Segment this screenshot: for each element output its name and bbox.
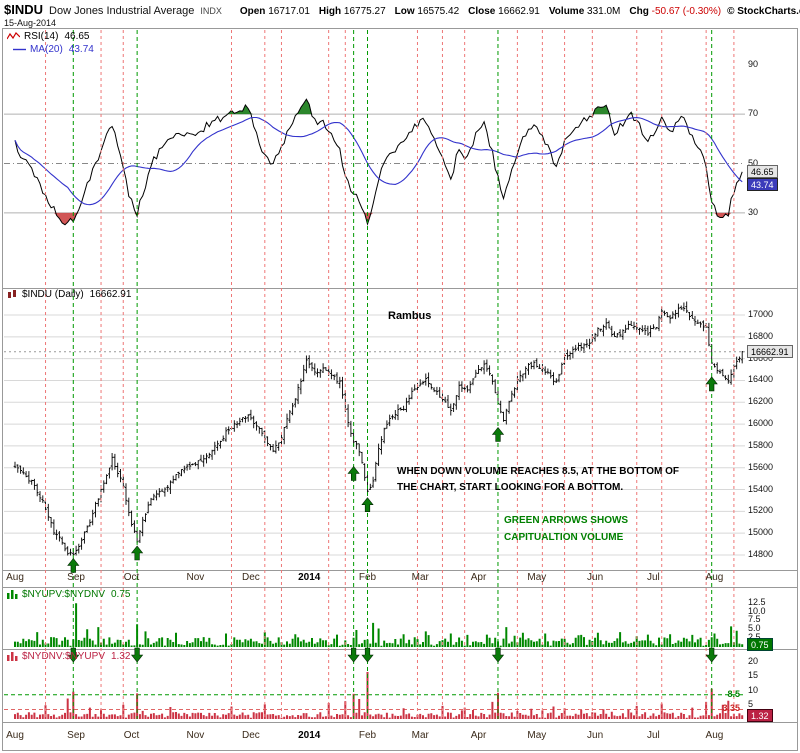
capitulation-down-arrow <box>361 647 374 663</box>
capitulation-up-arrow <box>705 376 718 392</box>
quote-field-open: Open 16717.01 <box>239 6 310 17</box>
date-row: 15-Aug-2014 <box>0 17 800 29</box>
capitulation-up-arrow <box>491 427 505 442</box>
capitulation-down-arrow <box>491 647 505 663</box>
capitulation-up-arrow <box>361 497 374 512</box>
price-open-ticks <box>13 306 743 554</box>
rsi-overbought-fill <box>15 99 743 115</box>
rsi-oversold-fill <box>15 212 743 225</box>
chart-frame <box>2 28 798 751</box>
quote-summary: Open 16717.01 High 16775.27 Low 16575.42 Cl… <box>240 6 721 17</box>
exchange-label: INDX <box>200 6 222 16</box>
capitulation-up-arrow <box>130 545 144 561</box>
quote-field-volume: Volume 331.0M <box>548 6 621 17</box>
quote-row: $INDU Dow Jones Industrial Average INDX … <box>0 0 800 17</box>
capitulation-down-arrow <box>130 647 144 663</box>
chart-header: $INDU Dow Jones Industrial Average INDX … <box>0 0 800 28</box>
quote-field-chg: Chg -50.67 (-0.30%) <box>629 6 722 17</box>
price-bars <box>14 301 743 556</box>
capitulation-down-arrow <box>67 647 80 663</box>
quote-field-low: Low 16575.42 <box>394 6 460 17</box>
nydnv_nyupv-bars <box>14 672 744 719</box>
capitulation-up-arrow <box>67 558 80 573</box>
rsi-ma-line <box>14 116 743 206</box>
rsi-line <box>14 98 743 226</box>
stockcharts-credit[interactable]: © StockCharts.com <box>727 6 800 17</box>
quote-field-high: High 16775.27 <box>318 6 386 17</box>
capitulation-down-arrow <box>347 647 360 663</box>
symbol-name: Dow Jones Industrial Average <box>49 5 195 17</box>
nyupv_nydnv-bars <box>14 603 744 647</box>
capitulation-up-arrow <box>347 466 360 481</box>
price-close-ticks <box>15 307 744 556</box>
capitulation-down-arrow <box>705 647 718 663</box>
quote-field-close: Close 16662.91 <box>468 6 540 17</box>
symbol: $INDU <box>4 2 44 17</box>
quote-date: 15-Aug-2014 <box>4 18 57 28</box>
